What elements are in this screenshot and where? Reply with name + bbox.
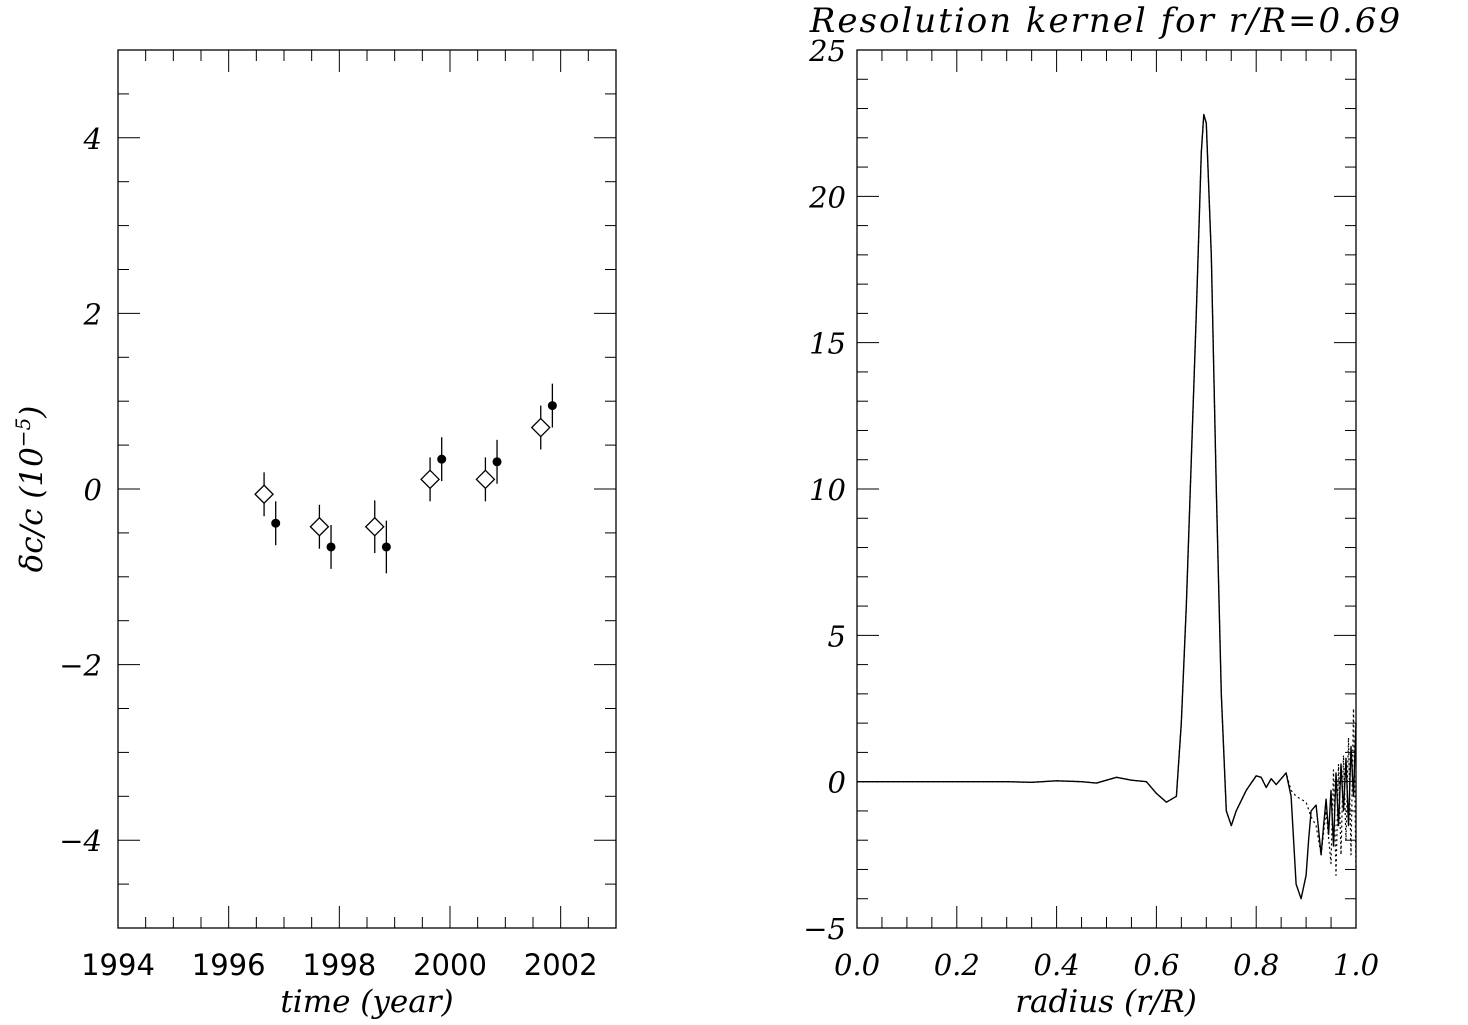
left-x-tick-label: 2000 [413, 948, 487, 982]
left-y-tick-label: 4 [83, 122, 102, 156]
filled-circle-marker [547, 401, 557, 411]
right-y-tick-label: 20 [808, 180, 846, 214]
filled-circle-marker [381, 542, 391, 552]
right-y-tick-label: −5 [803, 912, 846, 946]
diamond-marker [420, 469, 440, 490]
right-plot-frame [856, 49, 1357, 929]
kernel-line-solid [857, 113, 1357, 900]
left-x-axis-label: time (year) [280, 984, 453, 1020]
kernel-line-dotted [857, 113, 1357, 876]
right-y-tick-label: 0 [828, 766, 846, 800]
right-x-tick-label: 1.0 [1333, 948, 1379, 982]
right-x-tick-label: 0.2 [934, 948, 980, 982]
right-x-tick-label: 0.8 [1233, 948, 1279, 982]
right-chart-title: Resolution kernel for r/R=0.69 [809, 1, 1402, 41]
diamond-marker [254, 484, 274, 505]
left-x-tick-label: 1994 [81, 948, 155, 982]
left-x-tick-label: 2002 [524, 948, 598, 982]
left-y-tick-label: −4 [59, 824, 102, 858]
left-y-tick-label: 2 [83, 297, 102, 331]
right-y-tick-label: 5 [828, 619, 846, 653]
right-x-tick-label: 0.0 [834, 948, 880, 982]
left-plot-frame [117, 49, 617, 929]
filled-circle-marker [271, 518, 281, 528]
filled-circle-marker [437, 454, 447, 464]
diamond-marker [364, 516, 385, 537]
left-y-tick-label: −2 [59, 649, 102, 683]
right-y-tick-label: 25 [808, 34, 846, 68]
left-y-axis-label: δc/c (10−5) [11, 406, 50, 573]
right-axis-tick-labels: 0.0 0.2 0.4 0.6 0.8 1.0 −5 0 5 10 15 20 25 [803, 34, 1379, 982]
left-x-tick-label: 1998 [302, 948, 376, 982]
diamond-marker [309, 516, 330, 537]
right-x-axis-label: radius (r/R) [1015, 984, 1197, 1020]
right-x-tick-label: 0.6 [1133, 948, 1179, 982]
right-y-tick-label: 10 [809, 473, 846, 507]
right-axis-ticks [856, 49, 1357, 929]
right-kernel-lines [857, 113, 1357, 900]
left-error-bars [263, 383, 554, 574]
left-x-tick-label: 1996 [192, 948, 266, 982]
diamond-marker [475, 469, 496, 490]
left-y-tick-label: 0 [84, 473, 102, 507]
left-axis-ticks [117, 49, 617, 929]
right-chart-panel: Resolution kernel for r/R=0.69 0.0 0.2 0.4… [803, 1, 1402, 1020]
left-markers [254, 401, 557, 552]
filled-circle-marker [492, 457, 502, 467]
right-y-tick-label: 15 [809, 327, 846, 361]
right-x-tick-label: 0.4 [1034, 948, 1080, 982]
left-axis-tick-labels: 1994 1996 1998 2000 2002 −4 −2 0 2 4 [59, 122, 597, 982]
diamond-marker [530, 417, 551, 438]
filled-circle-marker [326, 542, 336, 552]
